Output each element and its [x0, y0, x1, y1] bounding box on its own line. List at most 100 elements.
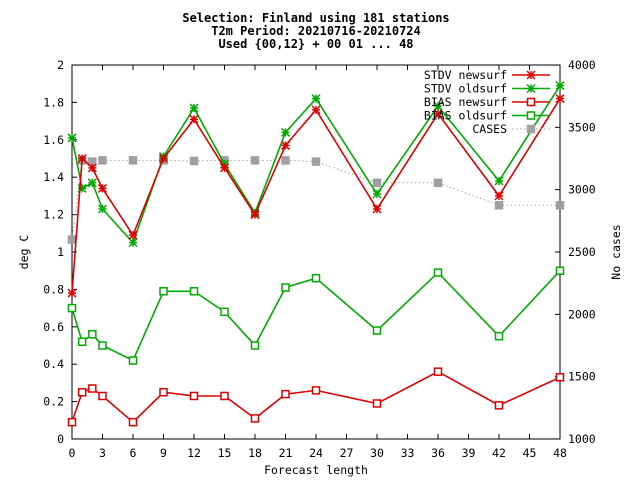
- x-tick-label: 9: [160, 446, 167, 460]
- data-point: [77, 153, 87, 164]
- data-point: [311, 386, 321, 395]
- data-point: [494, 401, 504, 410]
- y2-tick-label: 1500: [568, 370, 596, 384]
- y2-tick-label: 3500: [568, 120, 596, 134]
- data-point: [433, 178, 443, 188]
- x-tick-label: 15: [218, 446, 232, 460]
- legend-sample: [512, 97, 550, 107]
- data-point: [128, 238, 138, 248]
- data-point: [250, 341, 260, 350]
- data-point: [88, 384, 97, 393]
- y-tick-label: 0: [57, 432, 64, 446]
- x-tick-label: 3: [99, 446, 106, 460]
- y-tick-label: 1: [57, 245, 64, 259]
- data-point: [98, 341, 107, 350]
- data-point: [281, 156, 290, 165]
- y2-tick-label: 2500: [568, 245, 596, 259]
- x-tick-label: 12: [187, 446, 201, 460]
- y-axis-label: deg C: [17, 235, 31, 270]
- y-tick-label: 2: [57, 58, 64, 72]
- data-point: [189, 156, 199, 166]
- data-point: [526, 111, 536, 120]
- data-point: [280, 127, 291, 137]
- data-point: [77, 183, 87, 193]
- y-tick-label: 0.8: [43, 282, 64, 296]
- data-point: [67, 417, 77, 427]
- legend-label: STDV oldsurf: [424, 82, 507, 96]
- y2-tick-label: 3000: [568, 183, 596, 197]
- legend-label: CASES: [472, 122, 507, 136]
- y2-axis-label: No cases: [609, 224, 623, 279]
- title-line: Selection: Finland using 181 stations: [182, 11, 449, 25]
- data-point: [87, 163, 97, 173]
- data-point: [159, 287, 168, 296]
- x-tick-label: 45: [523, 446, 537, 460]
- data-point: [555, 94, 565, 104]
- x-axis-label: Forecast length: [264, 463, 368, 477]
- data-point: [311, 157, 321, 166]
- y2-tick-label: 1000: [568, 432, 596, 446]
- data-point: [219, 163, 230, 173]
- data-point: [128, 230, 138, 240]
- series-layer: [67, 81, 565, 427]
- data-point: [281, 283, 290, 292]
- x-tick-label: 39: [462, 446, 476, 460]
- data-point: [280, 140, 291, 150]
- data-point: [433, 101, 443, 111]
- x-tick-label: 0: [69, 446, 76, 460]
- y-tick-label: 1.6: [43, 133, 64, 147]
- y2-tick-label: 2000: [568, 307, 596, 321]
- data-point: [77, 388, 87, 397]
- data-point: [220, 307, 229, 317]
- x-tick-label: 18: [248, 446, 262, 460]
- series-stdv-newsurf: [67, 94, 565, 298]
- data-point: [494, 176, 504, 186]
- data-point: [250, 156, 260, 165]
- data-point: [97, 204, 108, 214]
- data-point: [433, 367, 443, 376]
- legend-label: STDV newsurf: [424, 68, 507, 82]
- x-tick-label: 21: [279, 446, 293, 460]
- x-tick-label: 42: [492, 446, 506, 460]
- x-tick-label: 36: [431, 446, 445, 460]
- data-point: [311, 105, 321, 115]
- data-point: [372, 189, 382, 199]
- data-point: [526, 70, 536, 80]
- data-point: [98, 391, 107, 401]
- legend-sample: [512, 70, 550, 80]
- data-point: [189, 391, 199, 401]
- data-point: [189, 287, 199, 296]
- legend-sample: [512, 124, 550, 134]
- data-point: [372, 399, 382, 408]
- series-line: [71, 270, 561, 362]
- data-point: [189, 114, 199, 124]
- data-point: [526, 124, 536, 134]
- data-point: [67, 303, 77, 313]
- y-tick-label: 1.2: [43, 208, 64, 222]
- legend-sample: [512, 83, 550, 94]
- data-point: [128, 156, 138, 165]
- data-point: [372, 204, 382, 214]
- title-line: Used {00,12} + 00 01 ... 48: [218, 37, 413, 51]
- data-point: [526, 97, 536, 107]
- data-point: [433, 109, 443, 119]
- x-tick-label: 48: [553, 446, 567, 460]
- data-point: [128, 417, 138, 427]
- data-point: [220, 391, 229, 401]
- chart-title: Selection: Finland using 181 stationsT2m…: [182, 11, 449, 51]
- data-point: [372, 326, 382, 335]
- y-tick-label: 0.4: [43, 357, 64, 371]
- data-point: [555, 81, 565, 91]
- y-tick-label: 1.4: [43, 170, 64, 184]
- data-point: [67, 133, 77, 143]
- data-point: [555, 266, 565, 275]
- y2-tick-label: 4000: [568, 58, 596, 72]
- data-point: [494, 191, 504, 201]
- data-point: [555, 373, 565, 382]
- data-point: [494, 331, 504, 341]
- data-point: [67, 288, 77, 298]
- x-tick-label: 24: [309, 446, 323, 460]
- series-line: [71, 370, 561, 424]
- data-point: [311, 94, 321, 104]
